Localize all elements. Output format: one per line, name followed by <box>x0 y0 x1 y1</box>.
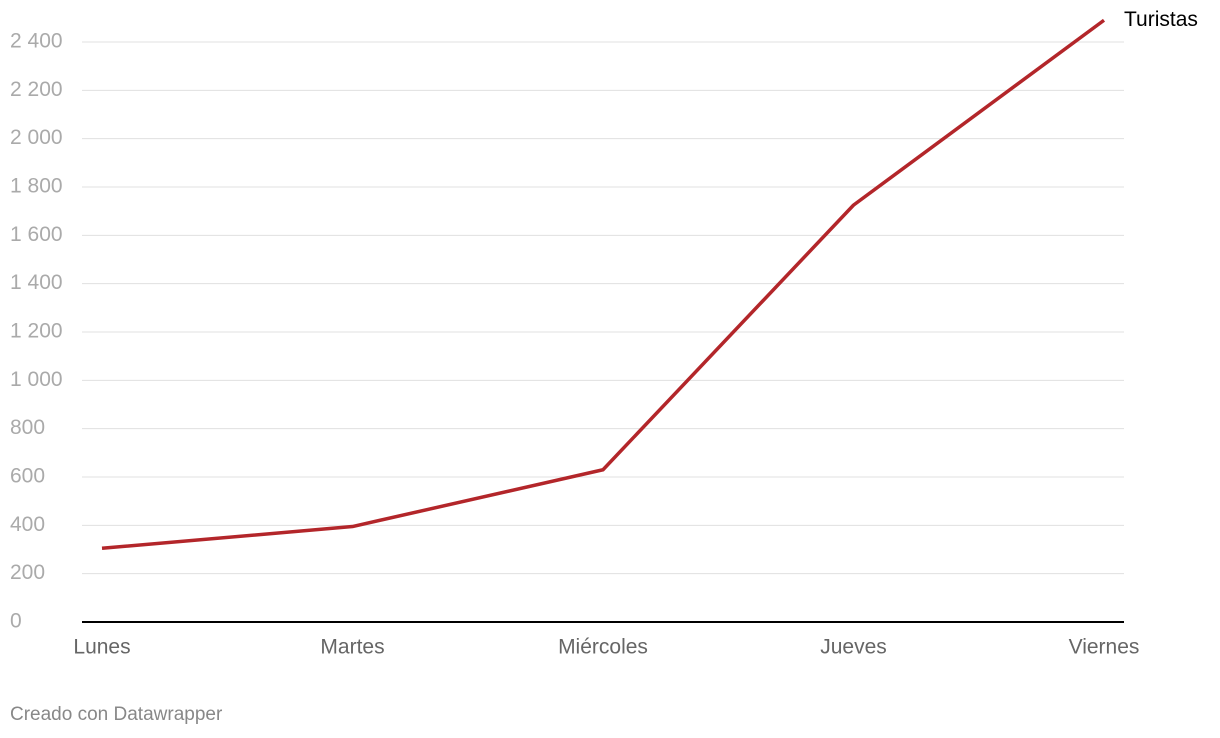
y-tick-label: 600 <box>10 465 45 488</box>
x-tick-label: Lunes <box>73 636 130 659</box>
y-tick-label: 800 <box>10 416 45 439</box>
y-tick-label: 2 200 <box>10 78 63 101</box>
y-tick-label: 200 <box>10 561 45 584</box>
legend-label: Turistas <box>1124 8 1198 31</box>
y-tick-label: 1 600 <box>10 223 63 246</box>
x-tick-label: Jueves <box>820 636 887 659</box>
x-tick-label: Miércoles <box>558 636 648 659</box>
x-tick-label: Viernes <box>1069 636 1140 659</box>
line <box>101 18 1106 551</box>
y-tick-label: 2 400 <box>10 30 63 53</box>
y-tick-label: 0 <box>10 610 22 633</box>
source: Creado con Datawrapper <box>10 704 223 725</box>
y-tick-label: 1 800 <box>10 175 63 198</box>
x-tick-label: Martes <box>320 636 384 659</box>
y-tick-label: 1 200 <box>10 320 63 343</box>
y-tick-label: 2 000 <box>10 126 63 149</box>
y-tick-label: 1 400 <box>10 271 63 294</box>
y-tick-label: 400 <box>10 513 45 536</box>
y-tick-label: 1 000 <box>10 368 63 391</box>
